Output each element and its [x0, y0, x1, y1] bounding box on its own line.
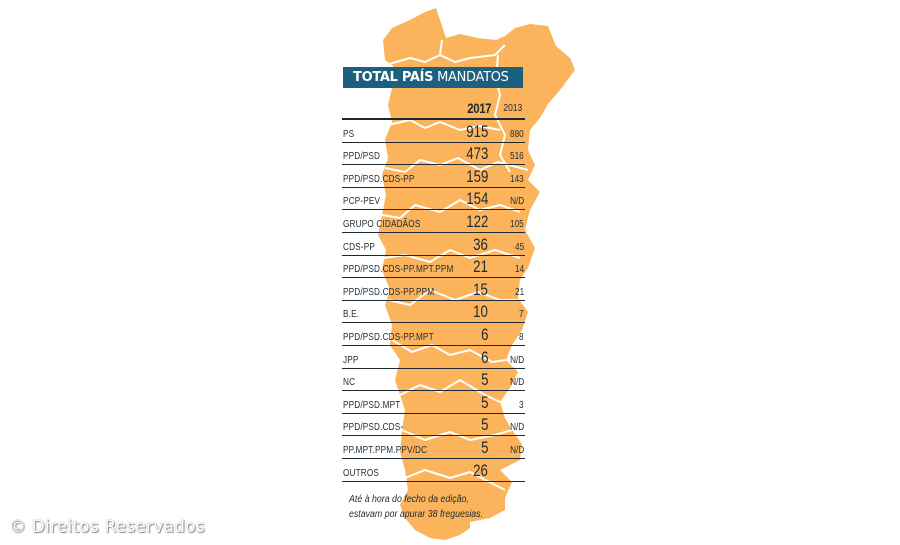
- seats-2017: 10: [473, 302, 488, 322]
- table-row: B.E. 10 7: [342, 301, 525, 324]
- table-row: PPD/PSD.CDS-PP.PPM 15 21: [342, 278, 525, 301]
- party-name: PPD/PSD.CDS-: [343, 422, 404, 434]
- seats-2013: 14: [514, 264, 524, 276]
- seats-2017: 5: [480, 437, 488, 457]
- table-row: PS 915 880: [342, 120, 525, 143]
- party-name: PPD/PSD.CDS-PP.PPM: [343, 286, 435, 298]
- seats-2017: 154: [465, 189, 488, 209]
- seats-2017: 15: [473, 279, 488, 299]
- party-name: PCP-PEV: [343, 196, 381, 208]
- seats-2013: 516: [510, 151, 524, 163]
- title-banner: TOTAL PAÍS MANDATOS: [343, 67, 523, 88]
- title-bold: TOTAL PAÍS: [353, 70, 434, 85]
- seats-2013: 3: [519, 399, 524, 411]
- table-row: PPD/PSD.CDS-PP.MPT.PPM 21 14: [342, 256, 525, 279]
- seats-2017: 122: [465, 211, 488, 231]
- results-table: 2017 2013 PS 915 880 PPD/PSD 473 516 PPD/PSD.C…: [342, 98, 525, 482]
- seats-2017: 21: [473, 257, 488, 277]
- table-row: PPD/PSD.CDS- 5 N/D: [342, 414, 525, 437]
- seats-2017: 5: [480, 370, 488, 390]
- party-name: NC: [343, 377, 356, 389]
- party-name: PPD/PSD.CDS-PP.MPT: [343, 331, 434, 343]
- seats-2013: 105: [510, 218, 524, 230]
- table-row: OUTROS 26: [342, 459, 525, 482]
- party-name: PPD/PSD.CDS-PP.MPT.PPM: [343, 264, 454, 276]
- party-name: PPD/PSD: [343, 151, 381, 163]
- seats-2013: 45: [514, 241, 524, 253]
- table-row: NC 5 N/D: [342, 369, 525, 392]
- footnote-line-1: Até à hora do fecho da edição,: [349, 494, 469, 505]
- table-row: PP.MPT.PPM.PPV/DC 5 N/D: [342, 436, 525, 459]
- party-name: PPD/PSD.CDS-PP: [343, 173, 415, 185]
- party-name: OUTROS: [343, 467, 380, 479]
- seats-2017: 5: [480, 392, 488, 412]
- party-name: GRUPO CIDADÃOS: [343, 218, 421, 230]
- seats-2013: N/D: [509, 196, 524, 208]
- party-name: PPD/PSD.MPT: [343, 399, 401, 411]
- seats-2013: N/D: [509, 444, 524, 456]
- seats-2013: N/D: [509, 422, 524, 434]
- party-name: PP.MPT.PPM.PPV/DC: [343, 444, 428, 456]
- seats-2013: 880: [510, 128, 524, 140]
- title-light: MANDATOS: [433, 70, 509, 85]
- seats-2017: 915: [465, 121, 488, 141]
- footnote: Até à hora do fecho da edição, estavam p…: [349, 492, 483, 522]
- table-row: PPD/PSD.CDS-PP 159 143: [342, 165, 525, 188]
- party-name: B.E.: [343, 309, 360, 321]
- seats-2013: 143: [510, 173, 524, 185]
- table-row: PPD/PSD.CDS-PP.MPT 6 8: [342, 323, 525, 346]
- table-row: JPP 6 N/D: [342, 346, 525, 369]
- seats-2013: N/D: [509, 354, 524, 366]
- table-row: PPD/PSD.MPT 5 3: [342, 391, 525, 414]
- seats-2013: 21: [514, 286, 524, 298]
- party-name: PS: [343, 128, 355, 140]
- seats-2017: 5: [480, 415, 488, 435]
- seats-2017: 6: [480, 324, 488, 344]
- map-shape: [378, 8, 575, 540]
- seats-2013: N/D: [509, 377, 524, 389]
- column-header-2017: 2017: [467, 100, 491, 116]
- party-name: JPP: [343, 354, 359, 366]
- seats-2017: 473: [465, 144, 488, 164]
- footnote-line-2: estavam por apurar 38 freguesias.: [349, 509, 484, 520]
- table-row: PCP-PEV 154 N/D: [342, 188, 525, 211]
- seats-2017: 26: [473, 460, 488, 480]
- district-borders: [381, 39, 529, 491]
- seats-2017: 36: [473, 234, 488, 254]
- seats-2017: 159: [465, 166, 488, 186]
- party-name: CDS-PP: [343, 241, 375, 253]
- seats-2013: 7: [519, 309, 524, 321]
- table-row: CDS-PP 36 45: [342, 233, 525, 256]
- table-header: 2017 2013: [342, 98, 525, 120]
- table-row: PPD/PSD 473 516: [342, 143, 525, 166]
- column-header-2013: 2013: [503, 103, 522, 114]
- copyright-watermark: © Direitos Reservados: [9, 517, 205, 537]
- seats-2017: 6: [480, 347, 488, 367]
- table-row: GRUPO CIDADÃOS 122 105: [342, 210, 525, 233]
- seats-2013: 8: [519, 331, 524, 343]
